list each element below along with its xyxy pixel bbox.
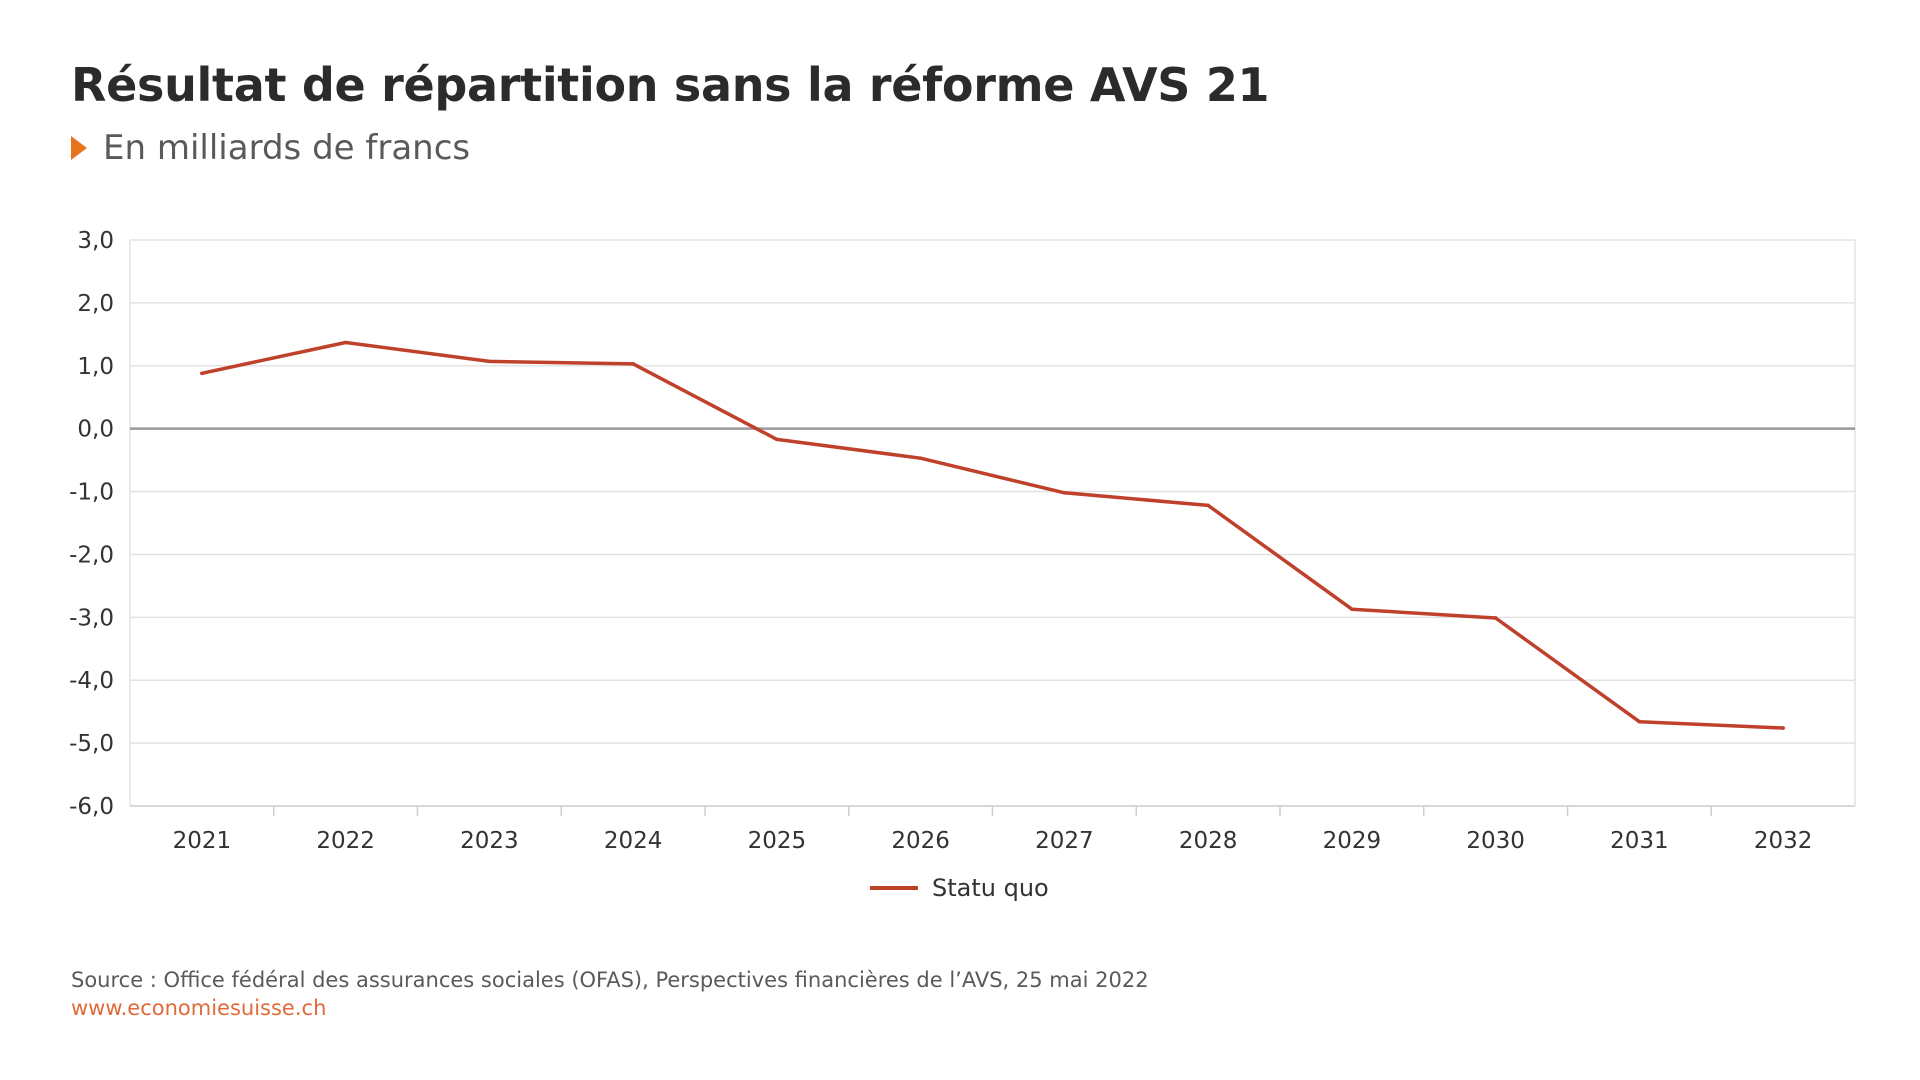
y-tick-label: 3,0 [77,228,114,254]
data-point [631,362,635,366]
x-tick-label: 2023 [460,828,519,854]
x-tick-label: 2025 [748,828,807,854]
data-point [343,340,348,345]
y-tick-label: 1,0 [77,354,114,380]
x-tick-label: 2022 [316,828,375,854]
series-line-statu-quo [200,340,1785,730]
chart-subtitle: En milliards de francs [103,128,471,168]
legend-swatch-statu-quo [870,886,918,890]
data-point [918,456,923,461]
x-tick-label: 2024 [604,828,663,854]
data-point [1493,616,1498,620]
data-point [200,371,204,376]
x-tick-label: 2021 [173,828,232,854]
data-point [1350,607,1354,611]
legend: Statu quo [870,874,1049,902]
legend-label-statu-quo: Statu quo [932,874,1049,902]
source-note: Source : Office fédéral des assurances s… [71,968,1149,992]
y-tick-label: 0,0 [77,417,114,443]
subtitle-row: En milliards de francs [71,128,470,168]
x-tick-label: 2028 [1179,828,1238,854]
y-tick-label: -5,0 [69,731,114,757]
x-tick-label: 2029 [1323,828,1382,854]
triangle-marker-icon [71,136,87,160]
x-tick-label: 2032 [1754,828,1813,854]
data-point [1637,719,1642,724]
y-tick-label: -2,0 [69,542,114,568]
y-tick-label: -1,0 [69,480,114,506]
chart-title: Résultat de répartition sans la réforme … [71,58,1270,112]
x-tick-label: 2026 [891,828,950,854]
y-tick-label: 2,0 [77,291,114,317]
x-tick-label: 2031 [1610,828,1669,854]
data-point [775,437,779,442]
x-tick-label: 2030 [1466,828,1525,854]
x-tick-label: 2027 [1035,828,1094,854]
data-point [487,359,492,364]
data-point [1062,491,1067,495]
website-link[interactable]: www.economiesuisse.ch [71,996,327,1020]
data-point [1206,503,1210,508]
y-tick-label: -3,0 [69,605,114,631]
y-tick-label: -4,0 [69,668,114,694]
y-tick-label: -6,0 [69,794,114,820]
data-point [1781,726,1785,730]
